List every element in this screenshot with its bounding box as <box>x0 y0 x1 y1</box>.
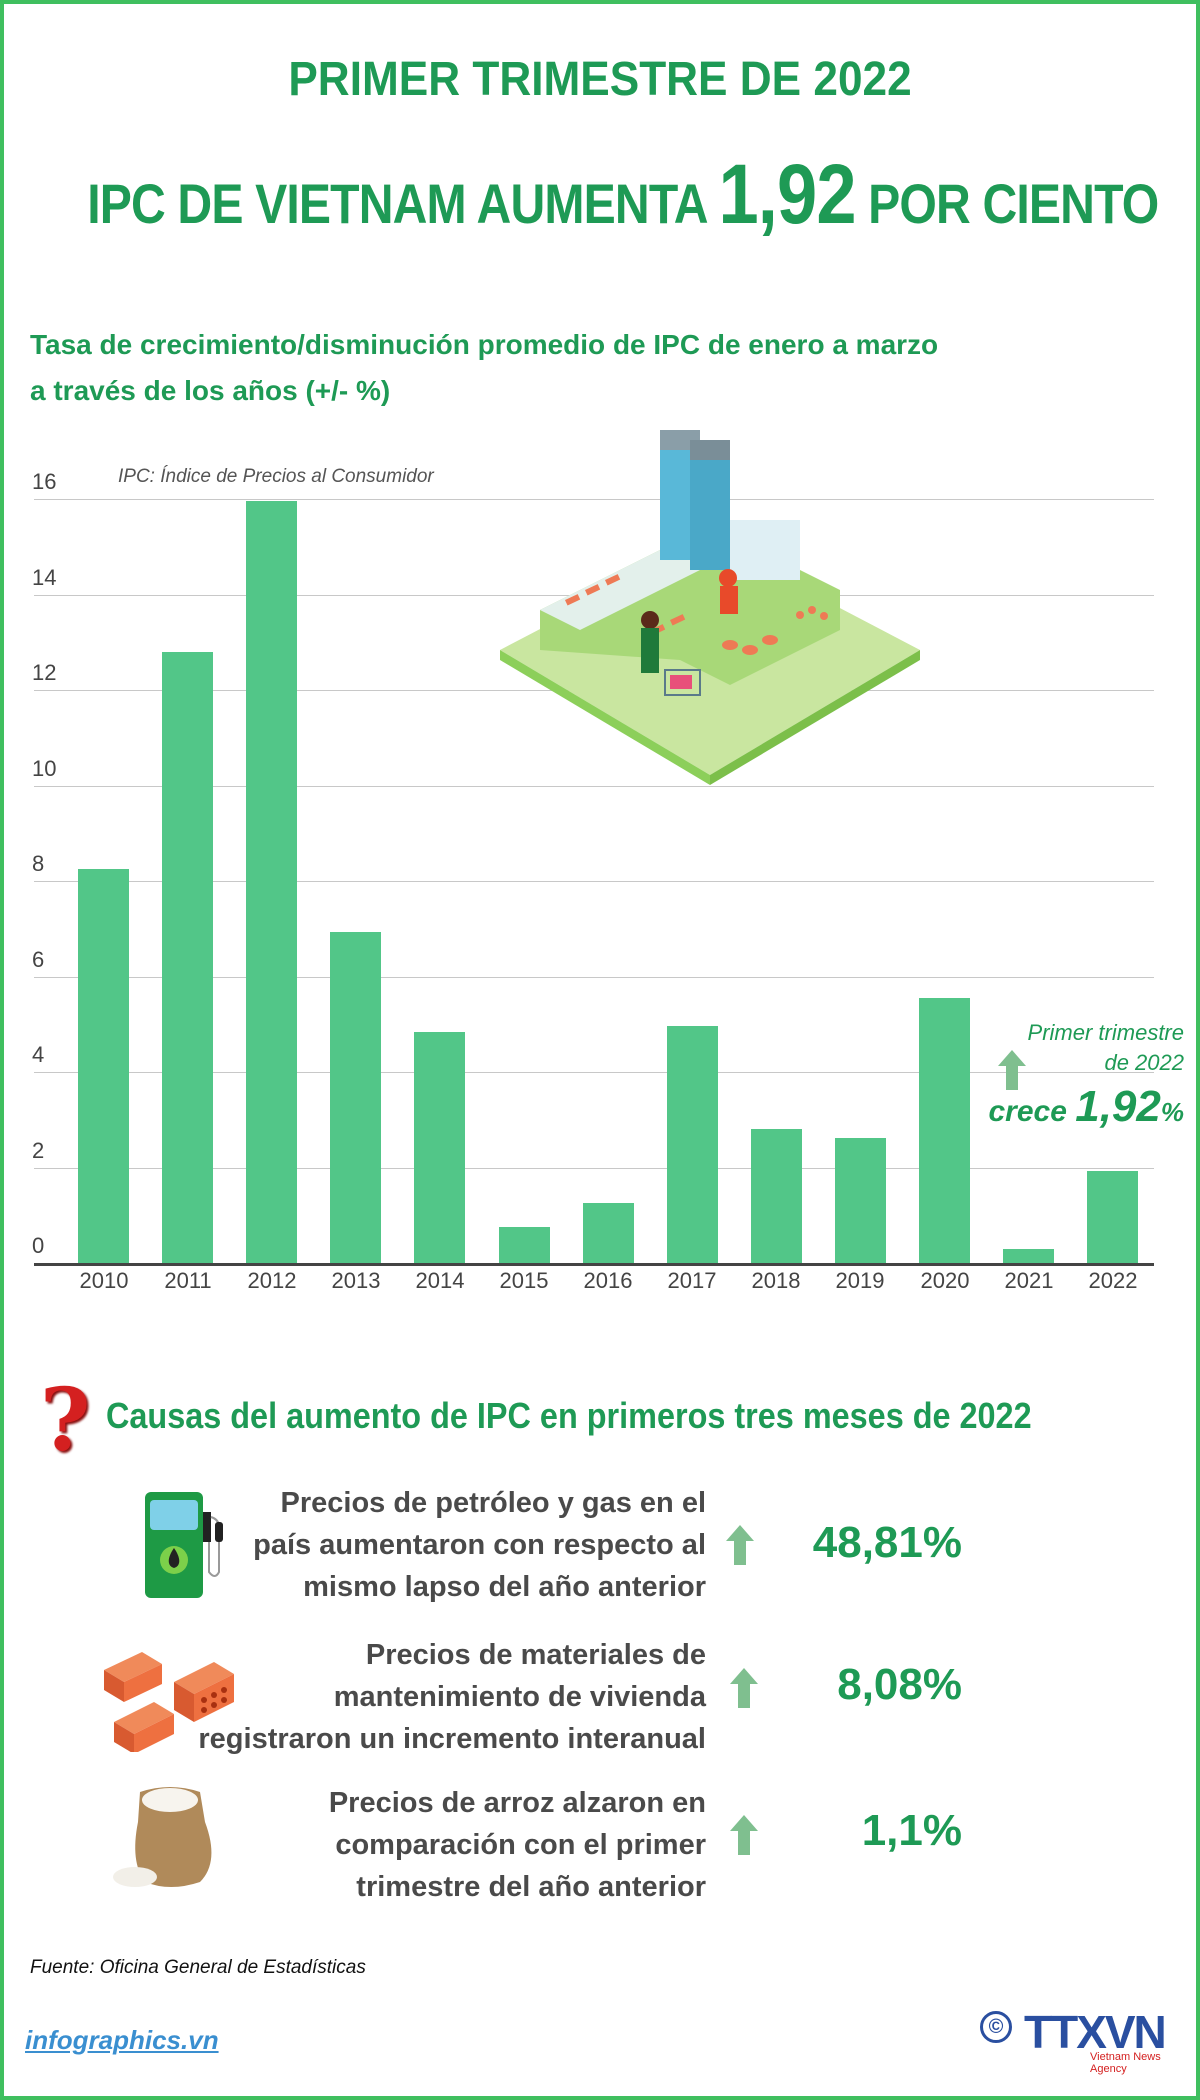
up-arrow-icon <box>730 1668 758 1708</box>
bar-2014 <box>414 1032 465 1263</box>
gridline <box>34 499 1154 500</box>
y-tick-label: 0 <box>32 1233 45 1258</box>
cause-value-fuel: 48,81% <box>812 1518 962 1567</box>
headline: IPC DE VIETNAM AUMENTA 1,92 POR CIENTO <box>0 146 1200 243</box>
annotation-line1: Primer trimestre <box>1027 1020 1184 1045</box>
annotation-value: crece 1,92% <box>960 1082 1184 1132</box>
source-note: Fuente: Oficina General de Estadísticas <box>30 1957 366 1978</box>
cause-line: Precios de arroz alzaron en <box>328 1787 706 1819</box>
x-tick-label: 2010 <box>79 1268 129 1293</box>
x-tick-label: 2018 <box>751 1268 801 1293</box>
bar-2022 <box>1087 1171 1138 1263</box>
x-tick-label: 2011 <box>164 1268 212 1293</box>
y-tick-label: 12 <box>32 660 57 685</box>
gridline <box>34 881 1154 882</box>
gridline <box>34 1168 1154 1169</box>
cause-value-rice: 1,1% <box>861 1806 962 1855</box>
headline-value: 1,92 <box>718 147 856 241</box>
y-tick-label: 4 <box>32 1042 45 1067</box>
chart-note: IPC: Índice de Precios al Consumidor <box>118 466 434 487</box>
cause-text-building-materials: Precios de materiales de mantenimiento d… <box>86 1634 706 1760</box>
bar-2015 <box>499 1227 550 1263</box>
cause-text-rice: Precios de arroz alzaron en comparación … <box>86 1782 706 1908</box>
x-tick-label: 2013 <box>331 1268 381 1293</box>
x-tick-label: 2021 <box>1004 1268 1054 1293</box>
cause-line: Precios de materiales de <box>365 1639 706 1671</box>
headline-suffix: POR CIENTO <box>855 172 1159 235</box>
cause-line: mismo lapso del año anterior <box>303 1571 706 1603</box>
bar-2012 <box>246 501 297 1263</box>
y-tick-label: 6 <box>32 947 45 972</box>
chart-subtitle-line2: a través de los años (+/- %) <box>30 375 391 406</box>
cause-line: mantenimiento de vivienda <box>333 1681 706 1713</box>
annotation-unit: % <box>1160 1097 1184 1127</box>
logo-subtext: Vietnam News Agency <box>1090 2051 1161 2075</box>
bar-2017 <box>667 1026 718 1263</box>
bar-2018 <box>751 1129 802 1263</box>
x-tick-label: 2019 <box>835 1268 885 1293</box>
copyright-icon: © <box>980 2011 1012 2043</box>
cause-line: trimestre del año anterior <box>356 1871 706 1903</box>
cause-line: Precios de petróleo y gas en el <box>280 1487 707 1519</box>
chart-subtitle: Tasa de crecimiento/disminución promedio… <box>30 322 1130 414</box>
logo-text: TTXVN <box>1024 2006 1167 2058</box>
page-title: PRIMER TRIMESTRE DE 2022 <box>288 53 912 106</box>
up-arrow-icon <box>998 1050 1026 1090</box>
gridline <box>34 786 1154 787</box>
x-tick-label: 2012 <box>247 1268 297 1293</box>
cause-text-fuel: Precios de petróleo y gas en el país aum… <box>86 1482 706 1608</box>
cause-line: país aumentaron con respecto al <box>253 1529 706 1561</box>
cause-line: registraron un incremento interanual <box>198 1723 706 1755</box>
cause-value-building-materials: 8,08% <box>837 1660 962 1709</box>
question-mark-icon: ? <box>40 1370 91 1471</box>
y-tick-label: 16 <box>32 469 57 494</box>
fuel-pump-icon <box>145 1492 223 1598</box>
x-tick-label: 2020 <box>920 1268 970 1293</box>
bar-2013 <box>330 932 381 1263</box>
supermarket-illustration <box>480 430 920 790</box>
x-tick-label: 2015 <box>499 1268 549 1293</box>
site-link[interactable]: infographics.vn <box>25 2025 219 2055</box>
y-tick-label: 10 <box>32 756 57 781</box>
gridline <box>34 977 1154 978</box>
y-tick-label: 8 <box>32 851 45 876</box>
x-tick-label: 2016 <box>583 1268 633 1293</box>
gridline <box>34 1072 1154 1073</box>
annotation-number: 1,92 <box>1075 1082 1161 1131</box>
up-arrow-icon <box>726 1525 754 1565</box>
causes-title: Causas del aumento de IPC en primeros tr… <box>106 1395 1032 1436</box>
annotation-word: crece <box>988 1095 1076 1128</box>
bar-2019 <box>835 1138 886 1263</box>
y-tick-label: 14 <box>32 565 57 590</box>
headline-prefix: IPC DE VIETNAM AUMENTA <box>87 172 719 235</box>
x-tick-label: 2017 <box>667 1268 717 1293</box>
rice-sack-icon <box>113 1787 212 1887</box>
y-tick-label: 2 <box>32 1138 45 1163</box>
x-tick-label: 2022 <box>1088 1268 1138 1293</box>
ttxvn-logo: © TTXVN Vietnam News Agency <box>980 2005 1180 2075</box>
chart-subtitle-line1: Tasa de crecimiento/disminución promedio… <box>30 329 939 360</box>
bricks-icon <box>104 1652 234 1752</box>
bar-2020 <box>919 998 970 1263</box>
x-axis <box>34 1263 1154 1266</box>
x-tick-label: 2014 <box>415 1268 465 1293</box>
up-arrow-icon <box>730 1815 758 1855</box>
bar-2011 <box>162 652 213 1263</box>
cause-line: comparación con el primer <box>335 1829 706 1861</box>
bar-2021 <box>1003 1249 1054 1263</box>
bar-2010 <box>78 869 129 1263</box>
annotation-line2: de 2022 <box>1104 1050 1184 1075</box>
annotation-label: Primer trimestre de 2022 <box>960 1018 1184 1078</box>
bar-2016 <box>583 1203 634 1263</box>
